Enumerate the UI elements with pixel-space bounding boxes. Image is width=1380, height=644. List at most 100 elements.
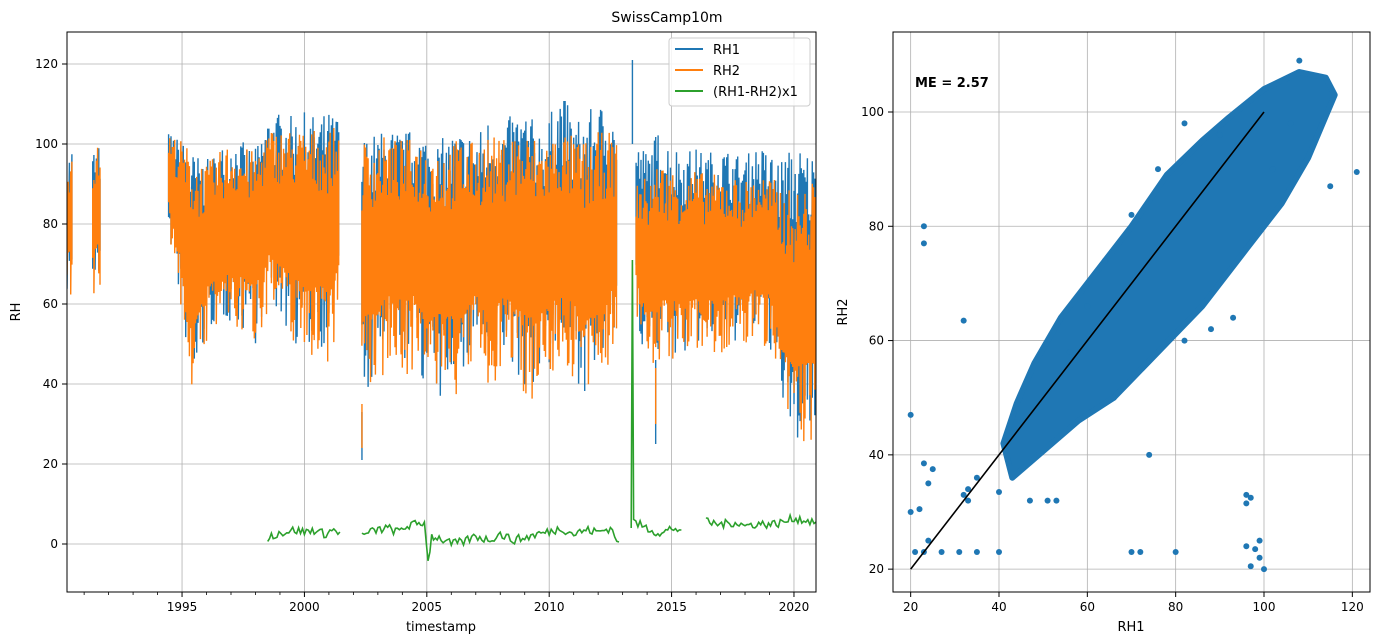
scatter-point	[907, 509, 914, 515]
legend-label-rh1: RH1	[713, 43, 740, 58]
scatter-point	[1128, 211, 1135, 218]
scatter-point-cloud	[1000, 69, 1338, 481]
y-tick-label: 100	[861, 105, 884, 119]
scatter-point	[1172, 549, 1179, 555]
timeseries-ticks: 1995 2000 2005 2010 2015 2020 0 20 40 60 80 100 120	[35, 57, 809, 614]
y-tick-label: 80	[43, 217, 58, 231]
scatter-point	[1252, 546, 1259, 553]
scatter-point	[1208, 326, 1214, 333]
fit-line	[910, 111, 1265, 570]
scatter-point	[916, 506, 923, 513]
y-tick-label: 20	[43, 457, 58, 471]
y-tick-label: 60	[43, 297, 58, 311]
x-tick-label: 2010	[534, 600, 565, 614]
scatter-point	[1243, 500, 1250, 507]
scatter-annotation: ME = 2.57	[915, 76, 989, 91]
scatter-point	[960, 317, 967, 324]
scatter-point	[965, 497, 972, 504]
legend-label-diff: (RH1-RH2)x1	[713, 85, 798, 100]
x-tick-label: 20	[903, 600, 918, 614]
scatter-point	[960, 491, 967, 498]
scatter-point	[920, 240, 927, 247]
timeseries-ylabel: RH	[9, 303, 24, 322]
scatter-point	[996, 489, 1002, 495]
scatter-point	[973, 549, 980, 555]
scatter-point	[1084, 303, 1091, 310]
timeseries-xlabel: timestamp	[406, 620, 476, 635]
timeseries-plot-area	[67, 60, 816, 561]
scatter-point	[1013, 406, 1020, 413]
y-tick-label: 40	[43, 377, 58, 391]
x-tick-label: 80	[1168, 600, 1183, 614]
scatter-point	[1026, 497, 1033, 504]
scatter-point	[1128, 549, 1135, 555]
scatter-plot-area	[907, 57, 1360, 573]
y-tick-label: 100	[35, 137, 58, 151]
x-tick-label: 2015	[656, 600, 687, 614]
scatter-xlabel: RH1	[1117, 620, 1144, 635]
legend-label-rh2: RH2	[713, 64, 740, 79]
scatter-point	[1137, 549, 1144, 555]
scatter-point	[1256, 554, 1263, 561]
scatter-point	[1247, 563, 1254, 570]
scatter-point	[1181, 120, 1188, 127]
scatter-point	[1053, 497, 1060, 504]
scatter-ticks: 20 40 60 80 100 120 20 40 60 80 100	[861, 105, 1364, 614]
scatter-point	[929, 466, 936, 473]
scatter-point	[1181, 337, 1188, 344]
y-tick-label: 40	[869, 448, 884, 462]
scatter-point	[1146, 451, 1153, 458]
scatter-point	[1155, 166, 1161, 173]
scatter-point	[1287, 120, 1294, 127]
scatter-point	[956, 549, 963, 555]
scatter-point	[907, 411, 914, 418]
scatter-point	[996, 549, 1002, 555]
x-tick-label: 120	[1341, 600, 1364, 614]
scatter-point	[1353, 169, 1360, 175]
scatter-point	[1066, 349, 1073, 355]
scatter-point	[1230, 314, 1237, 321]
scatter-axes-frame	[892, 31, 1371, 593]
scatter-point	[1044, 497, 1051, 504]
y-tick-label: 120	[35, 57, 58, 71]
scatter-point	[1247, 494, 1254, 501]
y-tick-label: 80	[869, 219, 884, 233]
scatter-point	[973, 474, 980, 481]
x-tick-label: 60	[1080, 600, 1095, 614]
figure-title: SwissCamp10m	[611, 10, 722, 26]
y-tick-label: 20	[869, 562, 884, 576]
scatter-point	[925, 480, 932, 487]
timeseries-legend: RH1 RH2 (RH1-RH2)x1	[668, 37, 811, 107]
scatter-point	[925, 537, 932, 544]
y-tick-label: 60	[869, 334, 884, 348]
scatter-point	[1243, 491, 1250, 498]
x-tick-label: 1995	[167, 600, 198, 614]
scatter-point	[938, 549, 945, 555]
scatter-point	[1102, 257, 1108, 264]
scatter-point	[912, 549, 919, 555]
series-RH2	[67, 127, 816, 448]
scatter-point	[965, 486, 972, 493]
scatter-point	[920, 223, 927, 230]
timeseries-axes-frame	[66, 31, 817, 593]
scatter-point	[1269, 166, 1276, 173]
x-tick-label: 2000	[289, 600, 320, 614]
scatter-point	[1327, 183, 1334, 190]
series-(RH1-RH2)x1	[267, 259, 816, 561]
series-line-1	[67, 127, 816, 442]
scatter-point	[1216, 131, 1223, 138]
timeseries-chart: 1995 2000 2005 2010 2015 2020020406080100120 …	[9, 31, 817, 635]
scatter-point	[1296, 57, 1303, 64]
scatter-point	[1110, 394, 1117, 401]
x-tick-label: 100	[1253, 600, 1276, 614]
x-tick-label: 40	[991, 600, 1006, 614]
x-tick-label: 2020	[779, 600, 810, 614]
y-tick-label: 0	[50, 537, 58, 551]
series-line-2	[267, 259, 816, 561]
scatter-point	[1243, 543, 1250, 550]
scatter-point	[1256, 537, 1263, 544]
scatter-ylabel: RH2	[836, 298, 851, 325]
scatter-point	[920, 460, 927, 467]
